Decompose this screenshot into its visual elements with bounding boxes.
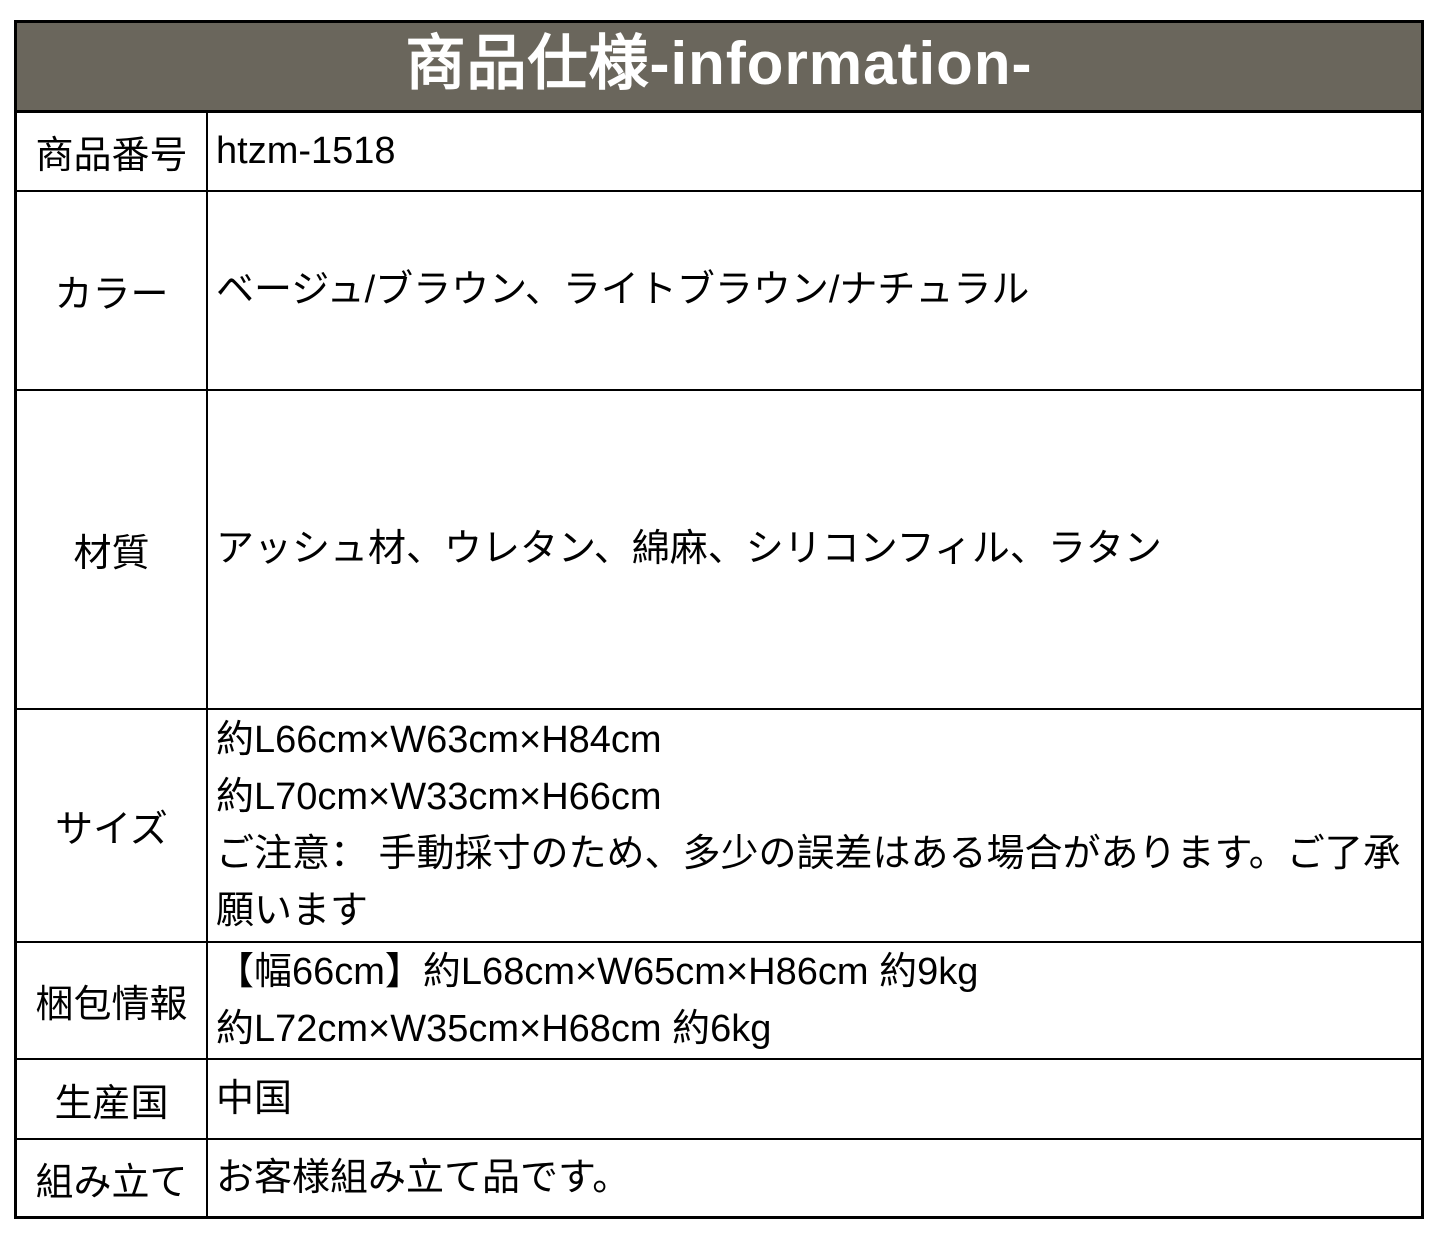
spec-table-header: 商品仕様-information-: [17, 23, 1421, 113]
material-label: 材質: [17, 391, 208, 708]
country-value: 中国: [216, 1077, 293, 1120]
size-label: サイズ: [17, 710, 208, 941]
assembly-label: 組み立て: [17, 1140, 208, 1216]
spec-row-material: 材質 アッシュ材、ウレタン、綿麻、シリコンフィル、ラタン: [17, 389, 1421, 708]
material-value: アッシュ材、ウレタン、綿麻、シリコンフィル、ラタン: [216, 528, 1162, 570]
spec-row-assembly: 組み立て お客様組み立て品です。: [17, 1138, 1421, 1216]
item-number-label: 商品番号: [17, 113, 208, 190]
country-label: 生産国: [17, 1060, 208, 1138]
color-value: ベージュ/ブラウン、ライトブラウン/ナチュラル: [216, 269, 1030, 311]
size-line-1: 約L66cm×W63cm×H84cm: [216, 718, 662, 761]
product-spec-table: 商品仕様-information- 商品番号 htzm-1518 カラー ベージ…: [14, 20, 1424, 1219]
assembly-value: お客様組み立て品です。: [216, 1156, 631, 1199]
package-info-label: 梱包情報: [17, 943, 208, 1058]
package-info-value: 【幅66cm】約L68cm×W65cm×H86cm 約9kg 約L72cm×W3…: [208, 943, 1421, 1058]
package-line-1: 【幅66cm】約L68cm×W65cm×H86cm 約9kg: [216, 950, 979, 993]
color-label: カラー: [17, 192, 208, 389]
size-line-2: 約L70cm×W33cm×H66cm: [216, 775, 662, 818]
spec-row-package-info: 梱包情報 【幅66cm】約L68cm×W65cm×H86cm 約9kg 約L72…: [17, 941, 1421, 1058]
package-line-2: 約L72cm×W35cm×H68cm 約6kg: [216, 1007, 772, 1050]
size-note: ご注意： 手動採寸のため、多少の誤差はある場合があります。ご了承願います: [216, 832, 1401, 932]
spec-row-country: 生産国 中国: [17, 1058, 1421, 1138]
spec-row-size: サイズ 約L66cm×W63cm×H84cm 約L70cm×W33cm×H66c…: [17, 708, 1421, 941]
spec-row-color: カラー ベージュ/ブラウン、ライトブラウン/ナチュラル: [17, 190, 1421, 389]
size-value: 約L66cm×W63cm×H84cm 約L70cm×W33cm×H66cm ご注…: [208, 710, 1421, 941]
spec-row-item-number: 商品番号 htzm-1518: [17, 113, 1421, 190]
spec-table-title: 商品仕様-information-: [405, 29, 1033, 97]
item-number-value: htzm-1518: [216, 130, 396, 172]
